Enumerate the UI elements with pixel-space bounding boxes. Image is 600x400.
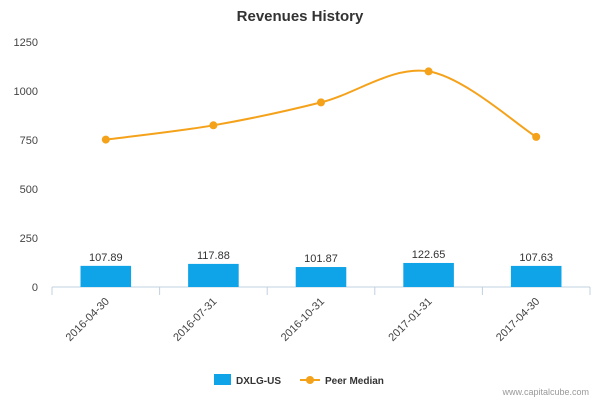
- bar-dxlg-us: [510, 265, 562, 287]
- bar-dxlg-us: [80, 265, 132, 287]
- y-axis: 0 250 500 750 1000 1250: [14, 37, 38, 294]
- bar-dxlg-us: [188, 263, 239, 287]
- bar-dxlg-us: [295, 267, 347, 287]
- x-tick-label: 2016-04-30: [64, 296, 112, 344]
- bar-value-label: 107.63: [519, 252, 553, 264]
- bar-series-dxlg-us: 107.89 117.88 101.87 122.65 107.63: [80, 249, 562, 287]
- bar-dxlg-us: [403, 262, 454, 287]
- y-tick-label: 750: [20, 135, 38, 147]
- legend[interactable]: DXLG-US Peer Median: [214, 374, 384, 387]
- y-tick-label: 1250: [14, 37, 38, 49]
- peer-median-point: [317, 98, 325, 107]
- peer-median-point: [101, 135, 110, 144]
- bar-value-label: 122.65: [412, 249, 446, 261]
- legend-swatch-dxlg-us: [214, 374, 231, 385]
- bar-value-label: 107.89: [89, 252, 123, 264]
- peer-median-point: [424, 67, 433, 76]
- legend-item-peer-median[interactable]: Peer Median: [300, 376, 384, 387]
- x-tick-label: 2016-10-31: [279, 296, 327, 344]
- peer-median-point: [209, 121, 218, 130]
- legend-label-peer-median: Peer Median: [325, 376, 384, 387]
- x-tick-label: 2017-04-30: [494, 296, 542, 344]
- legend-label-dxlg-us: DXLG-US: [236, 376, 281, 387]
- bar-value-label: 117.88: [197, 250, 230, 262]
- legend-marker-peer-median: [306, 376, 314, 384]
- x-axis: 2016-04-30 2016-07-31 2016-10-31 2017-01-31…: [51, 286, 591, 344]
- bar-value-label: 101.87: [304, 253, 338, 265]
- y-tick-label: 500: [20, 184, 38, 196]
- y-tick-label: 250: [20, 233, 38, 245]
- x-tick-label: 2017-01-31: [386, 296, 434, 344]
- y-tick-label: 0: [32, 282, 38, 294]
- peer-median-point: [532, 132, 541, 141]
- legend-item-dxlg-us[interactable]: DXLG-US: [214, 374, 281, 387]
- chart-title: Revenues History: [237, 8, 364, 25]
- x-tick-label: 2016-07-31: [171, 296, 219, 344]
- y-tick-label: 1000: [14, 86, 38, 98]
- line-series-peer-median: [101, 67, 541, 144]
- credit-text[interactable]: www.capitalcube.com: [501, 387, 589, 397]
